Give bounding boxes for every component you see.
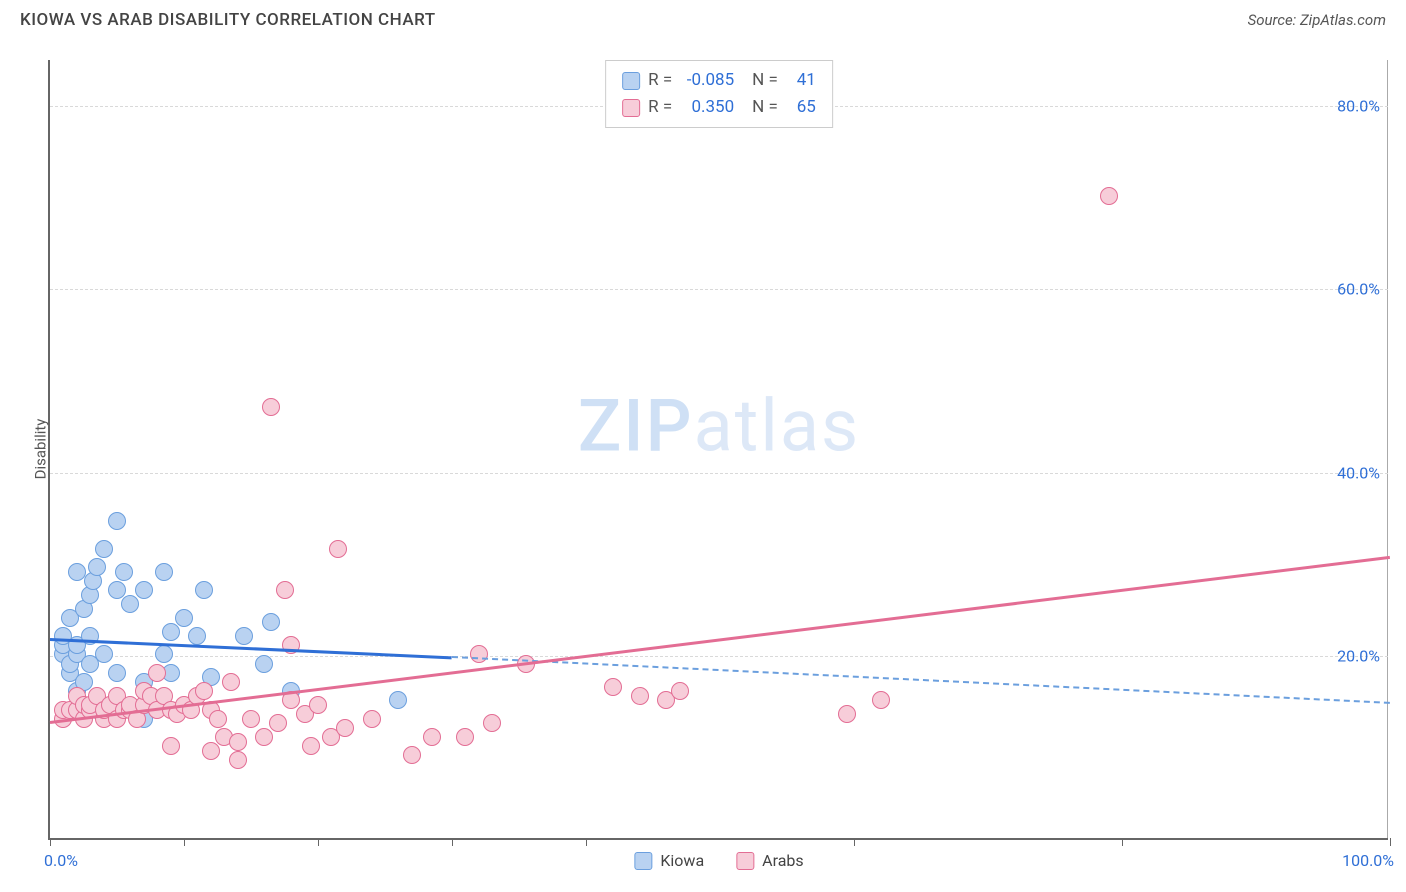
legend-n-label: N = <box>752 67 778 94</box>
data-point <box>872 691 890 709</box>
x-tick <box>452 838 453 846</box>
data-point <box>229 733 247 751</box>
legend-swatch <box>736 852 754 870</box>
watermark: ZIPatlas <box>578 383 860 468</box>
data-point <box>148 664 166 682</box>
data-point <box>202 742 220 760</box>
x-tick <box>854 838 855 846</box>
data-point <box>363 710 381 728</box>
y-tick-label: 20.0% <box>1337 647 1380 666</box>
data-point <box>604 678 622 696</box>
trend-line-extrapolated <box>452 656 1390 704</box>
watermark-bold: ZIP <box>578 383 694 468</box>
data-point <box>483 714 501 732</box>
data-point <box>135 581 153 599</box>
data-point <box>423 728 441 746</box>
x-tick <box>1390 838 1391 846</box>
data-point <box>235 627 253 645</box>
grid-line <box>50 473 1388 474</box>
legend-r-label: R = <box>648 67 672 94</box>
data-point <box>115 563 133 581</box>
legend-swatch <box>622 99 640 117</box>
data-point <box>269 714 287 732</box>
y-axis-title: Disability <box>31 419 49 480</box>
data-point <box>229 751 247 769</box>
data-point <box>329 540 347 558</box>
data-point <box>302 737 320 755</box>
data-point <box>162 737 180 755</box>
data-point <box>276 581 294 599</box>
correlation-legend: R = -0.085 N = 41 R = 0.350 N = 65 <box>605 60 833 128</box>
legend-r-value: -0.085 <box>680 67 734 94</box>
correlation-legend-row: R = 0.350 N = 65 <box>622 94 816 121</box>
data-point <box>456 728 474 746</box>
y-tick-label: 60.0% <box>1337 280 1380 299</box>
data-point <box>470 645 488 663</box>
data-point <box>262 398 280 416</box>
data-point <box>88 558 106 576</box>
series-legend-label: Arabs <box>762 851 804 870</box>
y-tick-label: 40.0% <box>1337 463 1380 482</box>
x-tick <box>318 838 319 846</box>
data-point <box>336 719 354 737</box>
data-point <box>838 705 856 723</box>
data-point <box>95 645 113 663</box>
data-point <box>108 512 126 530</box>
grid-line <box>50 656 1388 657</box>
x-axis-min-label: 0.0% <box>44 851 78 870</box>
x-tick <box>586 838 587 846</box>
data-point <box>121 595 139 613</box>
series-legend: Kiowa Arabs <box>634 851 803 870</box>
data-point <box>95 540 113 558</box>
series-legend-item: Kiowa <box>634 851 704 870</box>
x-tick <box>1122 838 1123 846</box>
data-point <box>389 691 407 709</box>
chart-plot-area: Disability ZIPatlas 20.0%40.0%60.0%80.0%… <box>48 60 1388 840</box>
data-point <box>155 563 173 581</box>
y-tick-label: 80.0% <box>1337 96 1380 115</box>
watermark-light: atlas <box>694 383 861 468</box>
data-point <box>195 682 213 700</box>
legend-n-value: 41 <box>786 67 816 94</box>
data-point <box>255 728 273 746</box>
data-point <box>209 710 227 728</box>
series-legend-item: Arabs <box>736 851 804 870</box>
data-point <box>255 655 273 673</box>
data-point <box>309 696 327 714</box>
legend-swatch <box>634 852 652 870</box>
data-point <box>155 645 173 663</box>
legend-r-value: 0.350 <box>680 94 734 121</box>
data-point <box>403 746 421 764</box>
x-tick <box>50 838 51 846</box>
data-point <box>242 710 260 728</box>
data-point <box>108 664 126 682</box>
grid-line <box>50 289 1388 290</box>
x-tick <box>184 838 185 846</box>
legend-n-label: N = <box>752 94 778 121</box>
data-point <box>631 687 649 705</box>
legend-r-label: R = <box>648 94 672 121</box>
series-legend-label: Kiowa <box>660 851 704 870</box>
legend-swatch <box>622 72 640 90</box>
plot-right-border <box>1387 60 1388 838</box>
chart-source: Source: ZipAtlas.com <box>1248 11 1386 29</box>
data-point <box>1100 187 1118 205</box>
data-point <box>188 627 206 645</box>
data-point <box>175 609 193 627</box>
data-point <box>195 581 213 599</box>
x-axis-max-label: 100.0% <box>1342 851 1394 870</box>
data-point <box>262 613 280 631</box>
legend-n-value: 65 <box>786 94 816 121</box>
chart-title: KIOWA VS ARAB DISABILITY CORRELATION CHA… <box>20 10 436 30</box>
data-point <box>222 673 240 691</box>
data-point <box>671 682 689 700</box>
data-point <box>162 623 180 641</box>
correlation-legend-row: R = -0.085 N = 41 <box>622 67 816 94</box>
